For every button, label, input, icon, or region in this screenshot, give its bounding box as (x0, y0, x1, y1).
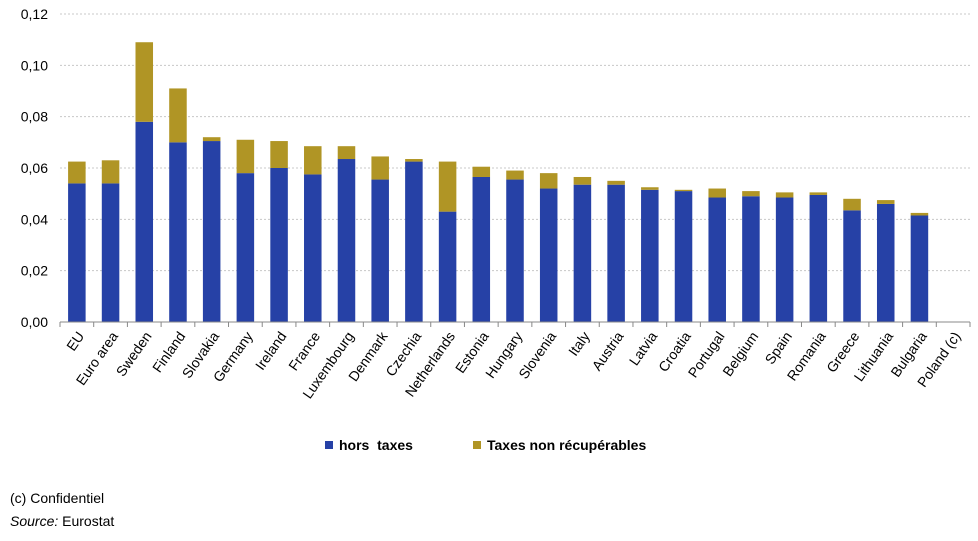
legend-swatch-taxes (473, 441, 481, 449)
bar-segment-taxes (910, 212, 929, 216)
bar-segment-taxes (405, 159, 423, 162)
bar-segment-hors-taxes (101, 183, 120, 322)
bar-segment-taxes (472, 166, 491, 177)
legend-item-taxes: Taxes non récupérables (473, 437, 646, 453)
bar-segment-hors-taxes (438, 211, 457, 322)
y-tick-label: 0,02 (21, 263, 48, 279)
x-tick-label: Italy (565, 329, 593, 359)
bar-segment-taxes (236, 139, 255, 174)
bar-segment-taxes (371, 156, 389, 180)
y-axis-ticks: 0,00 0,02 0,04 0,06 0,08 0,10 0,12 (21, 6, 48, 330)
bar-segment-hors-taxes (708, 197, 726, 322)
bar-segment-hors-taxes (539, 188, 558, 322)
y-tick-label: 0,06 (21, 160, 48, 176)
y-tick-label: 0,08 (21, 109, 48, 125)
bar-segment-hors-taxes (68, 183, 86, 322)
bar-segment-taxes (68, 161, 86, 184)
legend-swatch-hors-taxes (325, 441, 333, 449)
x-tick-label: Belgium (719, 329, 761, 380)
bar-segment-hors-taxes (304, 174, 322, 322)
bar-segment-hors-taxes (674, 191, 693, 322)
bar-segment-taxes (101, 160, 120, 184)
bar-segment-taxes (674, 189, 693, 192)
bar-segment-taxes (135, 42, 154, 122)
bar-segment-hors-taxes (135, 121, 154, 322)
bar-segment-hors-taxes (472, 176, 491, 322)
bar-segment-taxes (539, 173, 558, 189)
bar-segment-hors-taxes (742, 196, 760, 322)
y-tick-label: 0,04 (21, 211, 48, 227)
bar-segment-taxes (708, 188, 726, 198)
bar-segment-taxes (438, 161, 457, 212)
bar-segment-taxes (607, 180, 625, 185)
bar-segment-hors-taxes (910, 215, 929, 322)
bar-segment-taxes (506, 170, 524, 180)
bar-segment-taxes (270, 141, 288, 168)
bar-segment-hors-taxes (573, 184, 592, 322)
source-label: Source: (10, 513, 59, 529)
bar-segment-taxes (641, 187, 659, 190)
x-tick-label: Spain (761, 329, 795, 368)
bar-segment-taxes (337, 146, 356, 160)
bar-segment-taxes (742, 191, 760, 197)
x-tick-label: EU (63, 329, 87, 354)
bar-segment-hors-taxes (775, 197, 794, 322)
bar-segment-taxes (843, 198, 861, 211)
bar-segment-hors-taxes (843, 210, 861, 322)
y-tick-label: 0,10 (21, 57, 48, 73)
bar-segment-taxes (573, 176, 592, 185)
bar-segment-hors-taxes (270, 168, 288, 322)
bar-segment-hors-taxes (876, 203, 895, 322)
bar-segment-hors-taxes (809, 194, 828, 322)
x-tick-label: Austria (588, 328, 626, 373)
legend-item-hors-taxes: hors taxes (325, 437, 413, 453)
x-tick-label: Ireland (252, 329, 290, 373)
bar-segment-taxes (304, 146, 322, 175)
x-tick-label: Sweden (113, 329, 155, 380)
bar-segment-hors-taxes (607, 184, 625, 322)
legend-label-hors-taxes: hors taxes (339, 437, 413, 453)
x-tick-label: Latvia (626, 328, 661, 368)
bar-segment-taxes (169, 88, 187, 143)
bar-segment-hors-taxes (236, 173, 255, 322)
legend-label-taxes: Taxes non récupérables (487, 437, 647, 453)
bar-segment-taxes (202, 137, 221, 142)
bar-segment-hors-taxes (337, 159, 356, 322)
source-value: Eurostat (58, 513, 115, 529)
legend: hors taxes Taxes non récupérables (0, 437, 978, 457)
bar-segment-hors-taxes (506, 179, 524, 322)
bar-segment-hors-taxes (169, 142, 187, 322)
bar-segment-taxes (876, 200, 895, 204)
confidential-note: (c) Confidentiel (10, 490, 105, 506)
bar-segment-hors-taxes (202, 141, 221, 322)
source-note: Source: Eurostat (10, 513, 114, 529)
bar-segment-taxes (809, 192, 828, 195)
bar-segment-hors-taxes (405, 161, 423, 322)
bars (68, 42, 929, 322)
y-tick-label: 0,12 (21, 6, 48, 22)
bar-segment-hors-taxes (641, 189, 659, 322)
bar-segment-hors-taxes (371, 179, 389, 322)
bar-segment-taxes (775, 192, 794, 198)
y-tick-label: 0,00 (21, 314, 48, 330)
